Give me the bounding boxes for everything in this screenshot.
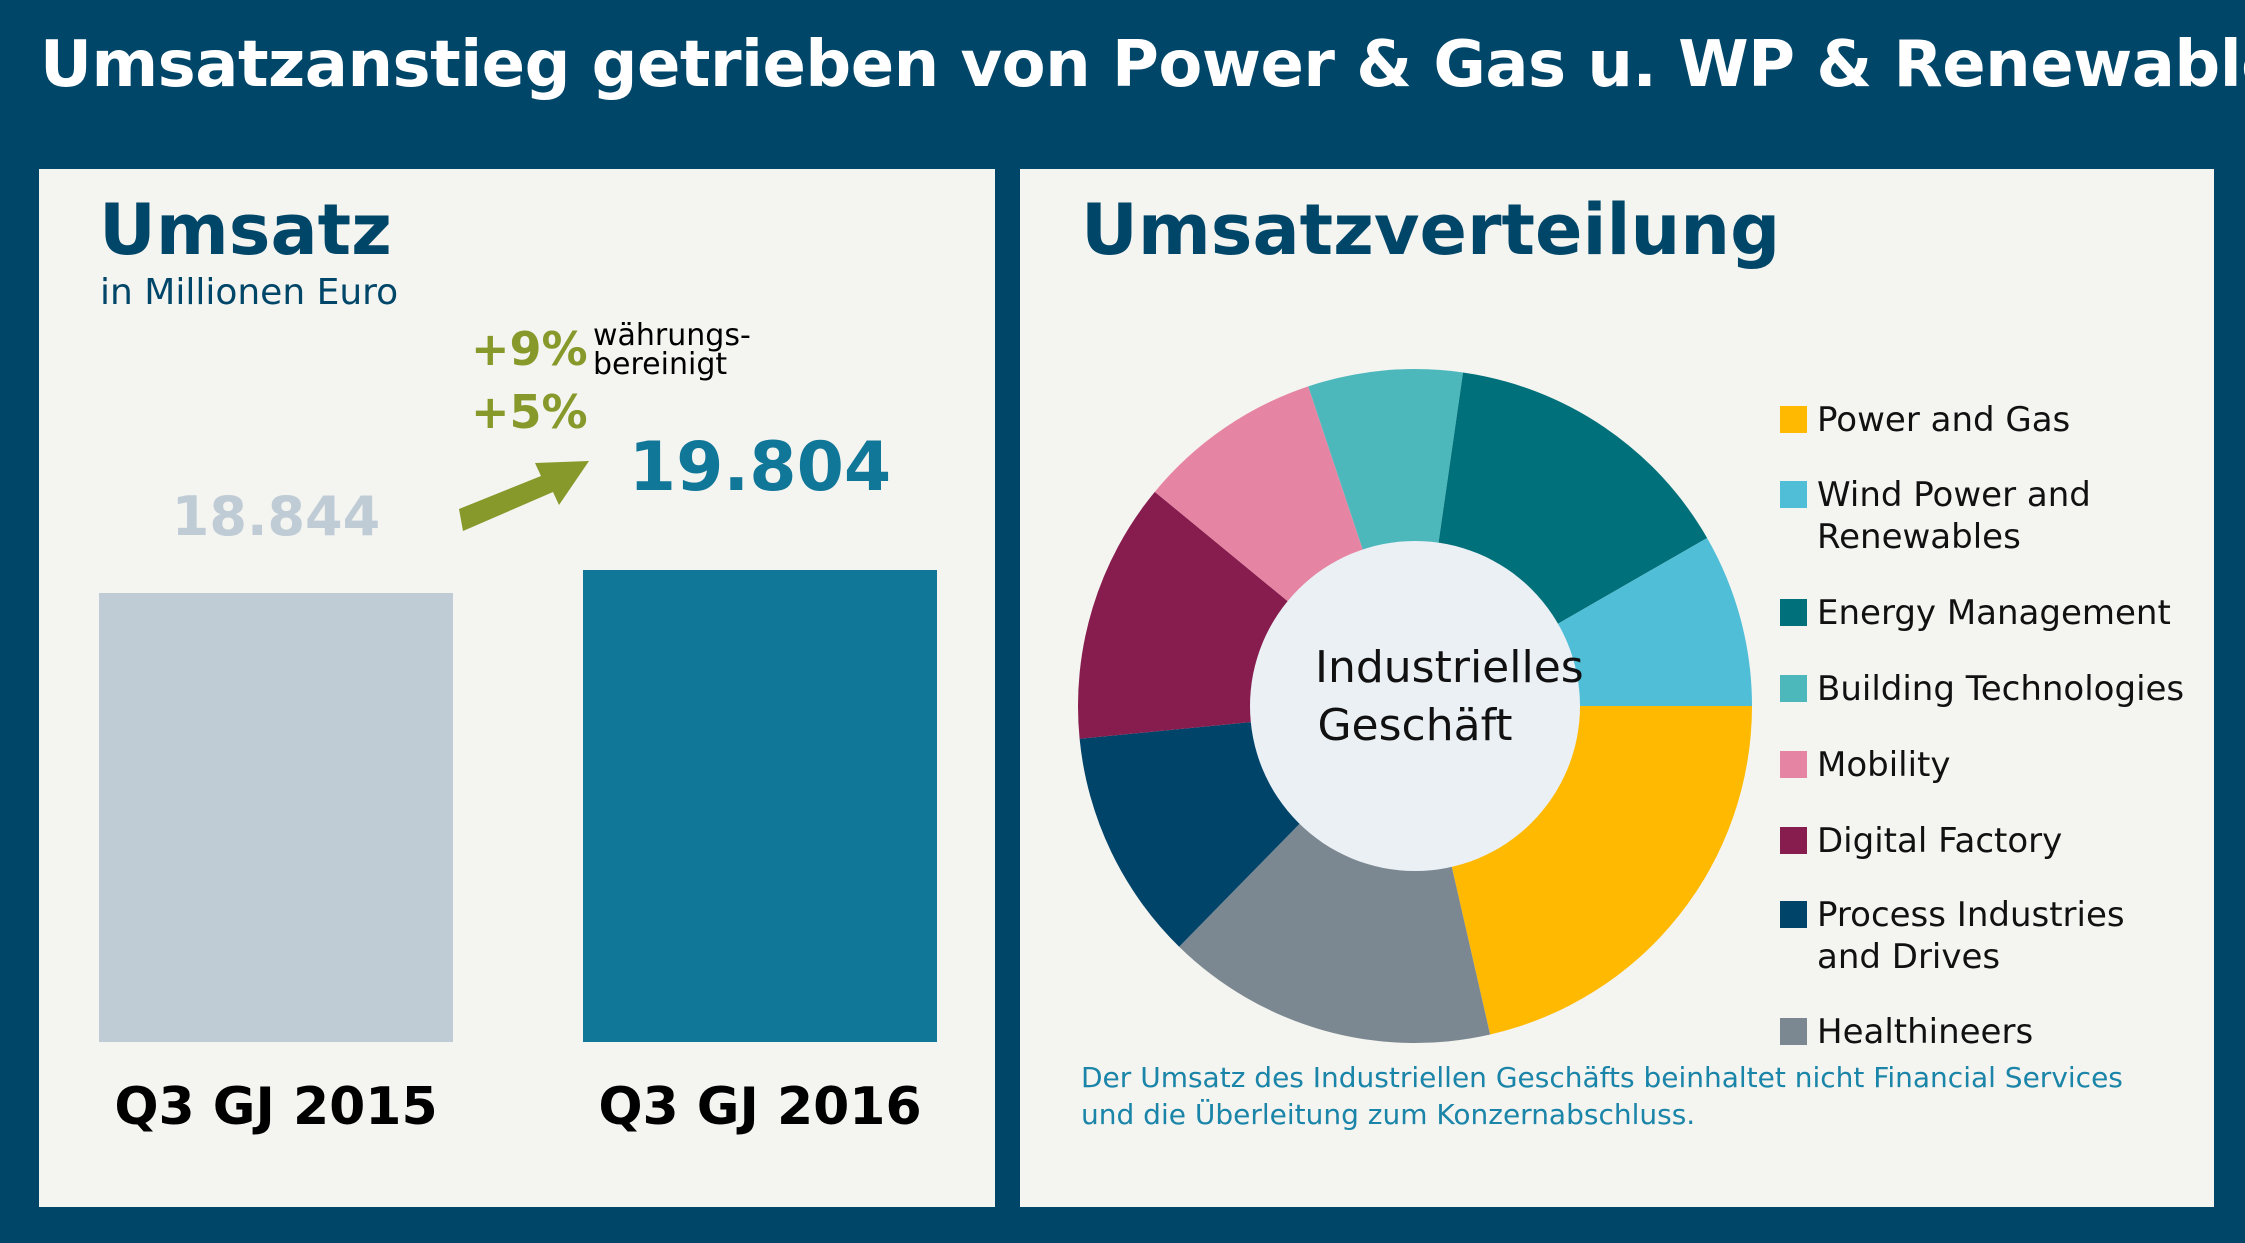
legend-label-line1: Energy Management: [1817, 593, 2171, 633]
legend-label-line1: Healthineers: [1817, 1012, 2034, 1052]
legend-label: Digital Factory: [1817, 820, 2062, 862]
legend-swatch: [1780, 481, 1807, 508]
growth-fx-note-line2: bereinigt: [593, 347, 728, 382]
bar-value-label: 18.844: [171, 484, 381, 548]
legend-swatch: [1780, 751, 1807, 778]
center-label-line2: Geschäft: [1317, 700, 1513, 751]
footnote: Der Umsatz des Industriellen Geschäfts b…: [1081, 1059, 2123, 1133]
bar-value-label: 19.804: [628, 428, 892, 507]
legend-label-line2: Renewables: [1817, 517, 2021, 557]
legend-item: Healthineers: [1780, 1011, 2033, 1053]
legend-item: Energy Management: [1780, 592, 2171, 634]
distribution-title: Umsatzverteilung: [1081, 189, 1781, 271]
legend-label: Wind Power and Renewables: [1817, 474, 2091, 558]
legend-swatch: [1780, 901, 1807, 928]
growth-arrow-icon: [459, 461, 589, 531]
legend-item: Mobility: [1780, 744, 1951, 786]
footnote-line1: Der Umsatz des Industriellen Geschäfts b…: [1081, 1061, 2123, 1094]
legend-label-line1: Mobility: [1817, 745, 1951, 785]
footnote-line2: und die Überleitung zum Konzernabschluss…: [1081, 1098, 1696, 1131]
donut-chart: [1078, 369, 1752, 1043]
revenue-panel: Umsatz in Millionen Euro +9% währungs- b…: [39, 169, 995, 1207]
revenue-subtitle: in Millionen Euro: [100, 272, 399, 313]
center-label-line1: Industrielles: [1315, 642, 1584, 693]
legend-swatch: [1780, 599, 1807, 626]
donut-hole: [1250, 541, 1580, 871]
page-title: Umsatzanstieg getrieben von Power & Gas …: [40, 28, 2245, 102]
growth-fx-note-line1: währungs-: [593, 318, 751, 353]
legend-label: Power and Gas: [1817, 399, 2070, 441]
legend-item: Wind Power and Renewables: [1780, 474, 2091, 558]
growth-fx-note: währungs- bereinigt: [593, 318, 751, 382]
legend-label-line1: Digital Factory: [1817, 821, 2063, 861]
legend-label: Energy Management: [1817, 592, 2171, 634]
donut-center-label: Industrielles Geschäft: [1315, 639, 1584, 755]
distribution-panel: Umsatzverteilung Industrielles Geschäft …: [1020, 169, 2214, 1207]
legend-label-line1: Power and Gas: [1817, 400, 2071, 440]
revenue-title: Umsatz: [99, 189, 392, 271]
legend-label: Mobility: [1817, 744, 1951, 786]
legend-item: Power and Gas: [1780, 399, 2070, 441]
growth-nominal: +5%: [471, 385, 588, 439]
legend-item: Digital Factory: [1780, 820, 2062, 862]
legend-label: Building Technologies: [1817, 668, 2184, 710]
legend-label-line1: Wind Power and: [1817, 475, 2091, 515]
legend-label-line1: Process Industries: [1817, 895, 2125, 935]
growth-fx-adjusted: +9%: [471, 322, 588, 376]
legend-label-line2: and Drives: [1817, 937, 2001, 977]
bar-category-label: Q3 GJ 2015: [114, 1077, 438, 1137]
legend-item: Building Technologies: [1780, 668, 2184, 710]
legend-swatch: [1780, 406, 1807, 433]
legend-label: Process Industries and Drives: [1817, 894, 2125, 978]
legend-item: Process Industries and Drives: [1780, 894, 2125, 978]
legend-swatch: [1780, 827, 1807, 854]
bar-1: [583, 570, 937, 1042]
legend-label-line1: Building Technologies: [1817, 669, 2185, 709]
legend-swatch: [1780, 675, 1807, 702]
bar-0: [99, 592, 453, 1042]
legend-swatch: [1780, 1018, 1807, 1045]
legend-label: Healthineers: [1817, 1011, 2033, 1053]
bar-category-label: Q3 GJ 2016: [598, 1077, 922, 1137]
